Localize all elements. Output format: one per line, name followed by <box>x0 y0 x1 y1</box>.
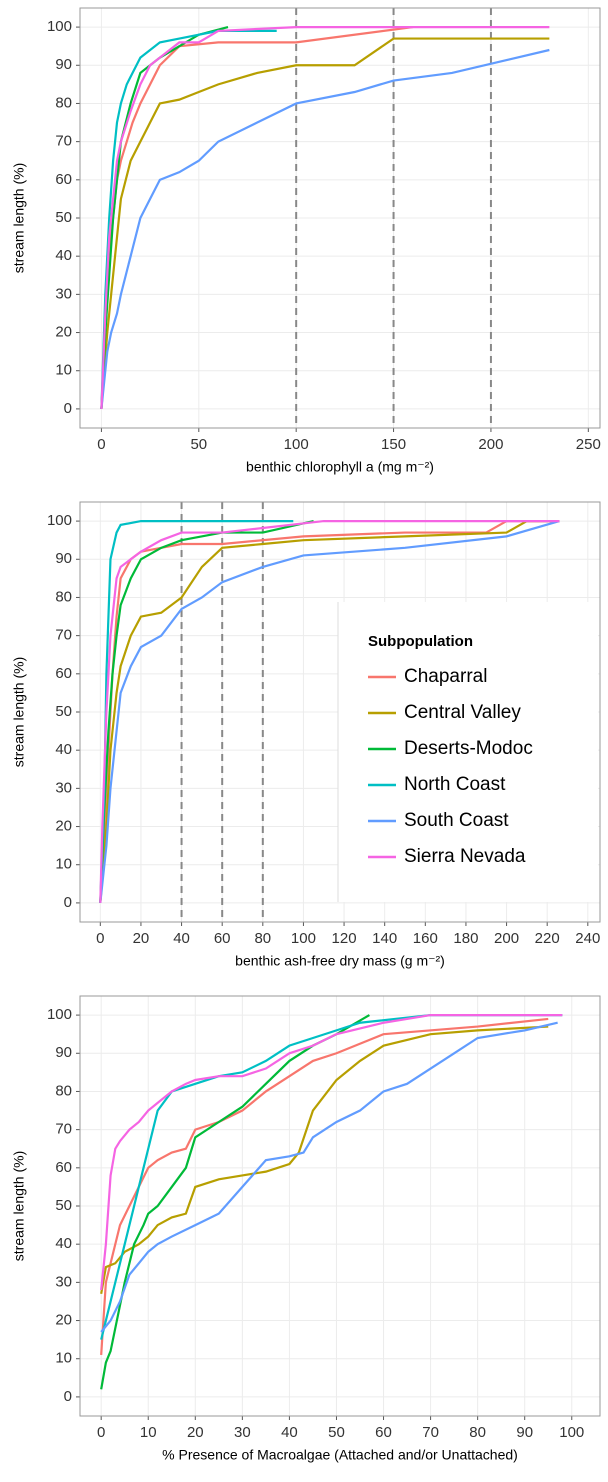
x-axis-title: % Presence of Macroalgae (Attached and/o… <box>162 1447 518 1463</box>
legend-label: Central Valley <box>404 702 521 723</box>
y-tick-label: 40 <box>55 247 72 264</box>
y-tick-label: 10 <box>55 362 72 379</box>
legend-label: Deserts-Modoc <box>404 738 533 759</box>
y-tick-label: 30 <box>55 1273 72 1290</box>
y-axis-title: stream length (%) <box>11 163 27 273</box>
x-axis-title: benthic ash-free dry mass (g m⁻²) <box>235 953 445 969</box>
series-line <box>100 25 550 409</box>
x-tick-label: 60 <box>214 930 231 947</box>
plot-border <box>79 995 601 1417</box>
y-tick-label: 60 <box>55 1159 72 1176</box>
legend-title: Subpopulation <box>368 633 473 650</box>
y-tick-label: 50 <box>55 1197 72 1214</box>
legend-label: North Coast <box>404 774 506 795</box>
panel: 0 10 20 30 40 50 60 70 80 90 100 0 20 40 60 80 100 120 140… <box>11 501 601 969</box>
x-tick-label: 50 <box>328 1424 345 1441</box>
series-line <box>99 519 560 903</box>
y-tick-label: 90 <box>55 1044 72 1061</box>
y-tick-label: 10 <box>55 1350 72 1367</box>
x-tick-label: 220 <box>535 930 560 947</box>
x-tick-label: 200 <box>494 930 519 947</box>
legend-label: Sierra Nevada <box>404 846 526 867</box>
series-line <box>100 1014 370 1390</box>
x-tick-label: 150 <box>381 436 406 453</box>
y-tick-label: 50 <box>55 209 72 226</box>
x-tick-label: 100 <box>284 436 309 453</box>
x-tick-label: 70 <box>422 1424 439 1441</box>
x-tick-label: 60 <box>375 1424 392 1441</box>
series-line <box>100 1013 563 1340</box>
y-axis-title: stream length (%) <box>11 1151 27 1261</box>
y-tick-label: 100 <box>47 512 72 529</box>
x-tick-label: 30 <box>234 1424 251 1441</box>
legend-label: South Coast <box>404 810 509 831</box>
x-tick-label: 140 <box>372 930 397 947</box>
y-tick-label: 30 <box>55 779 72 796</box>
y-axis-title: stream length (%) <box>11 657 27 767</box>
x-tick-label: 100 <box>291 930 316 947</box>
y-tick-label: 80 <box>55 588 72 605</box>
y-tick-label: 70 <box>55 627 72 644</box>
x-tick-label: 100 <box>559 1424 584 1441</box>
x-tick-label: 40 <box>173 930 190 947</box>
y-tick-label: 60 <box>55 665 72 682</box>
x-tick-label: 160 <box>413 930 438 947</box>
panel: 0 10 20 30 40 50 60 70 80 90 100 0 10 20 30 40 50 60 70 80 9… <box>11 995 601 1463</box>
x-tick-label: 200 <box>478 436 503 453</box>
y-tick-label: 70 <box>55 133 72 150</box>
x-tick-label: 50 <box>190 436 207 453</box>
x-axis-title: benthic chlorophyll a (mg m⁻²) <box>246 459 434 475</box>
x-tick-label: 120 <box>332 930 357 947</box>
y-tick-label: 100 <box>47 18 72 35</box>
y-tick-label: 20 <box>55 1312 72 1329</box>
legend-box <box>338 602 598 902</box>
series-line <box>100 26 229 409</box>
y-tick-label: 60 <box>55 171 72 188</box>
legend-label: Chaparral <box>404 666 487 687</box>
series-line <box>100 1021 558 1333</box>
y-tick-label: 90 <box>55 550 72 567</box>
series-line <box>100 1017 549 1355</box>
x-tick-label: 90 <box>516 1424 533 1441</box>
y-tick-label: 0 <box>64 400 72 417</box>
y-tick-label: 40 <box>55 741 72 758</box>
plot-border <box>79 501 601 923</box>
y-tick-label: 20 <box>55 818 72 835</box>
y-tick-label: 80 <box>55 1082 72 1099</box>
y-tick-label: 100 <box>47 1006 72 1023</box>
x-tick-label: 0 <box>97 1424 105 1441</box>
y-tick-label: 80 <box>55 94 72 111</box>
y-tick-label: 10 <box>55 856 72 873</box>
plot-border <box>79 7 601 429</box>
x-tick-label: 80 <box>469 1424 486 1441</box>
x-tick-label: 20 <box>133 930 150 947</box>
y-tick-label: 70 <box>55 1121 72 1138</box>
series-line <box>100 1025 549 1295</box>
x-tick-label: 40 <box>281 1424 298 1441</box>
y-tick-label: 0 <box>64 894 72 911</box>
y-tick-label: 90 <box>55 56 72 73</box>
x-tick-label: 250 <box>576 436 601 453</box>
panel: 0 10 20 30 40 50 60 70 80 90 100 0 50 100 150 200 250 ben… <box>11 7 601 475</box>
x-tick-label: 0 <box>96 930 104 947</box>
y-tick-label: 40 <box>55 1235 72 1252</box>
x-tick-label: 240 <box>575 930 600 947</box>
y-tick-label: 50 <box>55 703 72 720</box>
y-tick-label: 20 <box>55 324 72 341</box>
x-tick-label: 180 <box>453 930 478 947</box>
y-tick-label: 0 <box>64 1388 72 1405</box>
series-line <box>99 520 560 904</box>
series-line <box>99 519 560 903</box>
y-tick-label: 30 <box>55 285 72 302</box>
series-line <box>100 29 277 409</box>
x-tick-label: 20 <box>187 1424 204 1441</box>
x-tick-label: 80 <box>254 930 271 947</box>
series-line <box>100 37 550 409</box>
x-tick-label: 10 <box>140 1424 157 1441</box>
series-line <box>100 48 550 410</box>
x-tick-label: 0 <box>97 436 105 453</box>
series-line <box>100 1013 563 1291</box>
